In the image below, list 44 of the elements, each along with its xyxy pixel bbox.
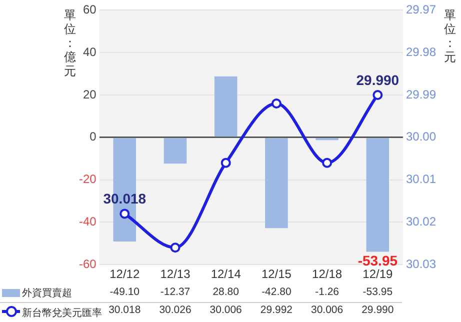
y-tick-label: 40 [82,44,97,59]
data-label: 30.006 [311,304,344,316]
y-tick-label: 0 [90,130,97,144]
legend-label: 外資買賣超 [22,286,72,300]
y2-tick-label: 30.00 [406,130,436,144]
data-label: -49.10 [110,286,140,298]
annotation: -53.95 [358,252,398,269]
annotation: 29.990 [356,72,400,88]
data-label: -1.26 [315,286,340,298]
legend-label: 新台幣兌美元匯率 [22,306,102,320]
y2-tick-label: 30.01 [406,172,436,186]
data-label: -42.80 [262,286,292,298]
data-label: -12.37 [160,286,190,298]
point [322,158,332,168]
data-label: 29.992 [260,304,293,316]
y2-tick-label: 29.99 [406,87,436,102]
y-tick-label: -40 [79,214,97,229]
point [120,208,130,219]
y-tick-label: -20 [79,172,97,186]
x-tick-label: 12/15 [261,267,292,282]
data-label: -53.95 [362,286,393,298]
point [170,242,180,253]
x-tick-label: 12/19 [362,267,394,282]
y-tick-label: -60 [79,256,97,271]
x-tick-label: 12/14 [210,267,242,282]
x-tick-label: 12/18 [312,267,342,282]
point [271,98,282,108]
point [372,90,383,100]
data-label: 29.990 [362,304,394,316]
y-tick-label: 60 [82,2,97,17]
y2-tick-label: 29.98 [406,44,436,59]
y-axis-title: 單位：億元 [63,8,77,78]
data-label: 30.026 [159,304,192,316]
y2-tick-label: 30.03 [406,256,436,271]
point [220,158,231,168]
data-label: 30.018 [108,304,141,316]
data-label: 28.80 [212,286,239,298]
y2-tick-label: 29.97 [406,2,436,17]
x-tick-label: 12/13 [160,267,191,282]
data-label: 30.006 [210,304,242,316]
y2-axis-title: 單位：元 [443,8,457,64]
x-tick-label: 12/12 [110,267,140,282]
y-tick-label: 20 [82,87,97,102]
y2-tick-label: 30.02 [406,214,436,229]
